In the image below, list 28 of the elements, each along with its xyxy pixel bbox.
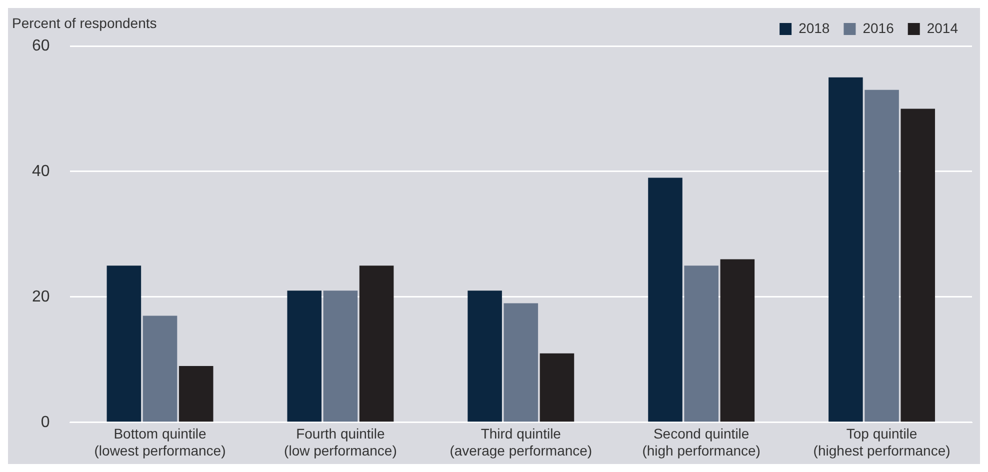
y-tick-label: 20 bbox=[32, 288, 50, 306]
bar bbox=[720, 259, 755, 422]
bar bbox=[106, 266, 142, 422]
x-tick-label: Fourth quintile (low performance) bbox=[284, 426, 397, 458]
y-tick-label: 0 bbox=[40, 414, 50, 431]
bar bbox=[178, 366, 214, 422]
bar bbox=[287, 290, 322, 422]
x-tick-label: Top quintile (highest performance) bbox=[813, 426, 950, 458]
bar bbox=[828, 77, 863, 422]
y-tick-label: 40 bbox=[32, 162, 50, 180]
bar bbox=[684, 266, 718, 422]
x-tick-label: Third quintile (average performance) bbox=[450, 426, 592, 458]
legend-label: 2018 bbox=[798, 20, 830, 36]
bar bbox=[648, 178, 682, 422]
legend-label: 2016 bbox=[862, 20, 894, 36]
y-axis-title: Percent of respondents bbox=[12, 14, 157, 31]
legend-label: 2014 bbox=[926, 20, 958, 36]
x-tick-label: Bottom quintile (lowest performance) bbox=[94, 426, 226, 458]
bar bbox=[323, 290, 358, 422]
bar bbox=[504, 303, 538, 422]
bar bbox=[468, 290, 502, 422]
bar bbox=[142, 316, 178, 422]
bar bbox=[864, 90, 899, 422]
bar bbox=[359, 266, 394, 422]
x-tick-label: Second quintile (high performance) bbox=[642, 426, 760, 458]
y-tick-label: 60 bbox=[32, 37, 50, 54]
bar bbox=[540, 353, 574, 422]
bar bbox=[900, 108, 936, 422]
